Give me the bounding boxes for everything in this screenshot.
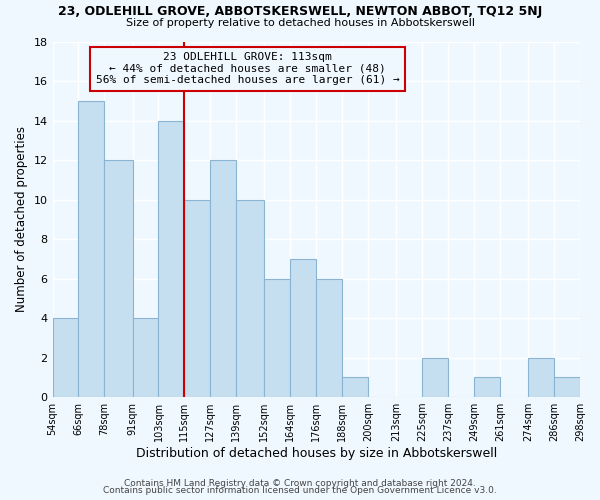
Bar — [554, 378, 580, 397]
Text: Contains HM Land Registry data © Crown copyright and database right 2024.: Contains HM Land Registry data © Crown c… — [124, 478, 476, 488]
Bar — [104, 160, 133, 397]
Bar — [211, 160, 236, 397]
Bar — [184, 200, 211, 397]
Text: Size of property relative to detached houses in Abbotskerswell: Size of property relative to detached ho… — [125, 18, 475, 28]
Bar — [342, 378, 368, 397]
Bar — [236, 200, 265, 397]
Text: 23, ODLEHILL GROVE, ABBOTSKERSWELL, NEWTON ABBOT, TQ12 5NJ: 23, ODLEHILL GROVE, ABBOTSKERSWELL, NEWT… — [58, 5, 542, 18]
Bar — [53, 318, 79, 397]
Bar — [474, 378, 500, 397]
Bar — [422, 358, 448, 397]
Text: 23 ODLEHILL GROVE: 113sqm
← 44% of detached houses are smaller (48)
56% of semi-: 23 ODLEHILL GROVE: 113sqm ← 44% of detac… — [96, 52, 400, 86]
Text: Contains public sector information licensed under the Open Government Licence v3: Contains public sector information licen… — [103, 486, 497, 495]
Bar — [290, 259, 316, 397]
Bar — [528, 358, 554, 397]
X-axis label: Distribution of detached houses by size in Abbotskerswell: Distribution of detached houses by size … — [136, 447, 497, 460]
Y-axis label: Number of detached properties: Number of detached properties — [15, 126, 28, 312]
Bar — [133, 318, 158, 397]
Bar — [158, 120, 184, 397]
Bar — [265, 278, 290, 397]
Bar — [79, 101, 104, 397]
Bar — [316, 278, 342, 397]
